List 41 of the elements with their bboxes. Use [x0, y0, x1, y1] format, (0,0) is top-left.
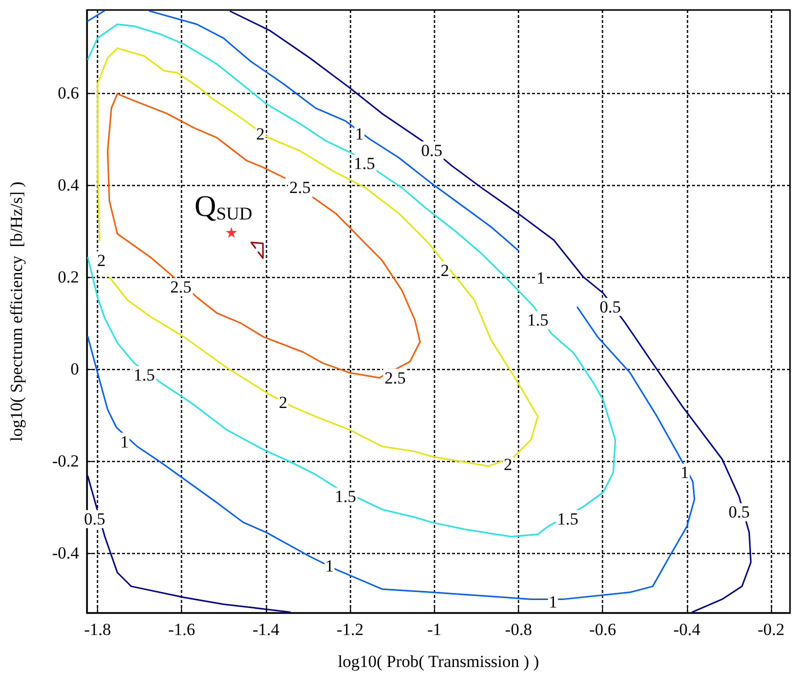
annotation: 1 — [536, 268, 546, 288]
x-tick-label: -0.8 — [505, 620, 532, 639]
annotation: 1 — [325, 556, 334, 576]
annotation: 2.5 — [289, 178, 311, 198]
x-tick-label: -1.4 — [252, 620, 280, 639]
annotation: 1.5 — [354, 154, 376, 174]
x-tick-label: -1 — [427, 620, 442, 639]
x-tick-label: -0.6 — [589, 620, 616, 639]
annotation: 1 — [120, 432, 129, 452]
annotation: 0.5 — [728, 502, 750, 522]
annotation: 1.5 — [134, 366, 155, 385]
x-tick-label: -1.6 — [168, 620, 196, 639]
x-tick-label: -0.4 — [673, 620, 701, 639]
annotation: 1.5 — [527, 310, 548, 330]
annotation: 2.5 — [170, 278, 192, 297]
annotation: 1.5 — [334, 487, 356, 506]
annotation: 2 — [440, 261, 450, 280]
annotation: 2 — [504, 454, 512, 474]
y-tick-label: 0 — [70, 360, 79, 379]
annotation: 1 — [680, 463, 690, 482]
y-axis-title: log10( Spectrum efficiency [b/Hz/s] ) — [7, 182, 26, 442]
annotation: 2 — [278, 393, 288, 412]
annotation: 0.5 — [421, 140, 442, 160]
x-axis-title: log10( Prob( Transmission ) ) — [338, 652, 540, 671]
y-tick-label: 0.4 — [58, 175, 80, 194]
line-series — [250, 242, 264, 259]
x-tick-label: -0.2 — [758, 620, 785, 639]
y-tick-label: -0.2 — [52, 452, 79, 471]
annotation: 1 — [355, 124, 364, 144]
annotation: 0.5 — [600, 297, 621, 316]
annotation: 1 — [548, 592, 558, 612]
annotation: 0.5 — [84, 510, 106, 529]
x-tick-label: -1.2 — [336, 620, 364, 639]
annotation: 1.5 — [557, 510, 578, 529]
y-tick-label: 0.6 — [58, 83, 79, 102]
annotation: 2.5 — [384, 368, 406, 388]
y-tick-label: 0.2 — [58, 267, 79, 286]
annotation: 2 — [256, 124, 265, 144]
y-tick-label: -0.4 — [52, 544, 80, 563]
annotation: 2 — [97, 250, 106, 270]
x-tick-label: -1.8 — [84, 620, 111, 639]
